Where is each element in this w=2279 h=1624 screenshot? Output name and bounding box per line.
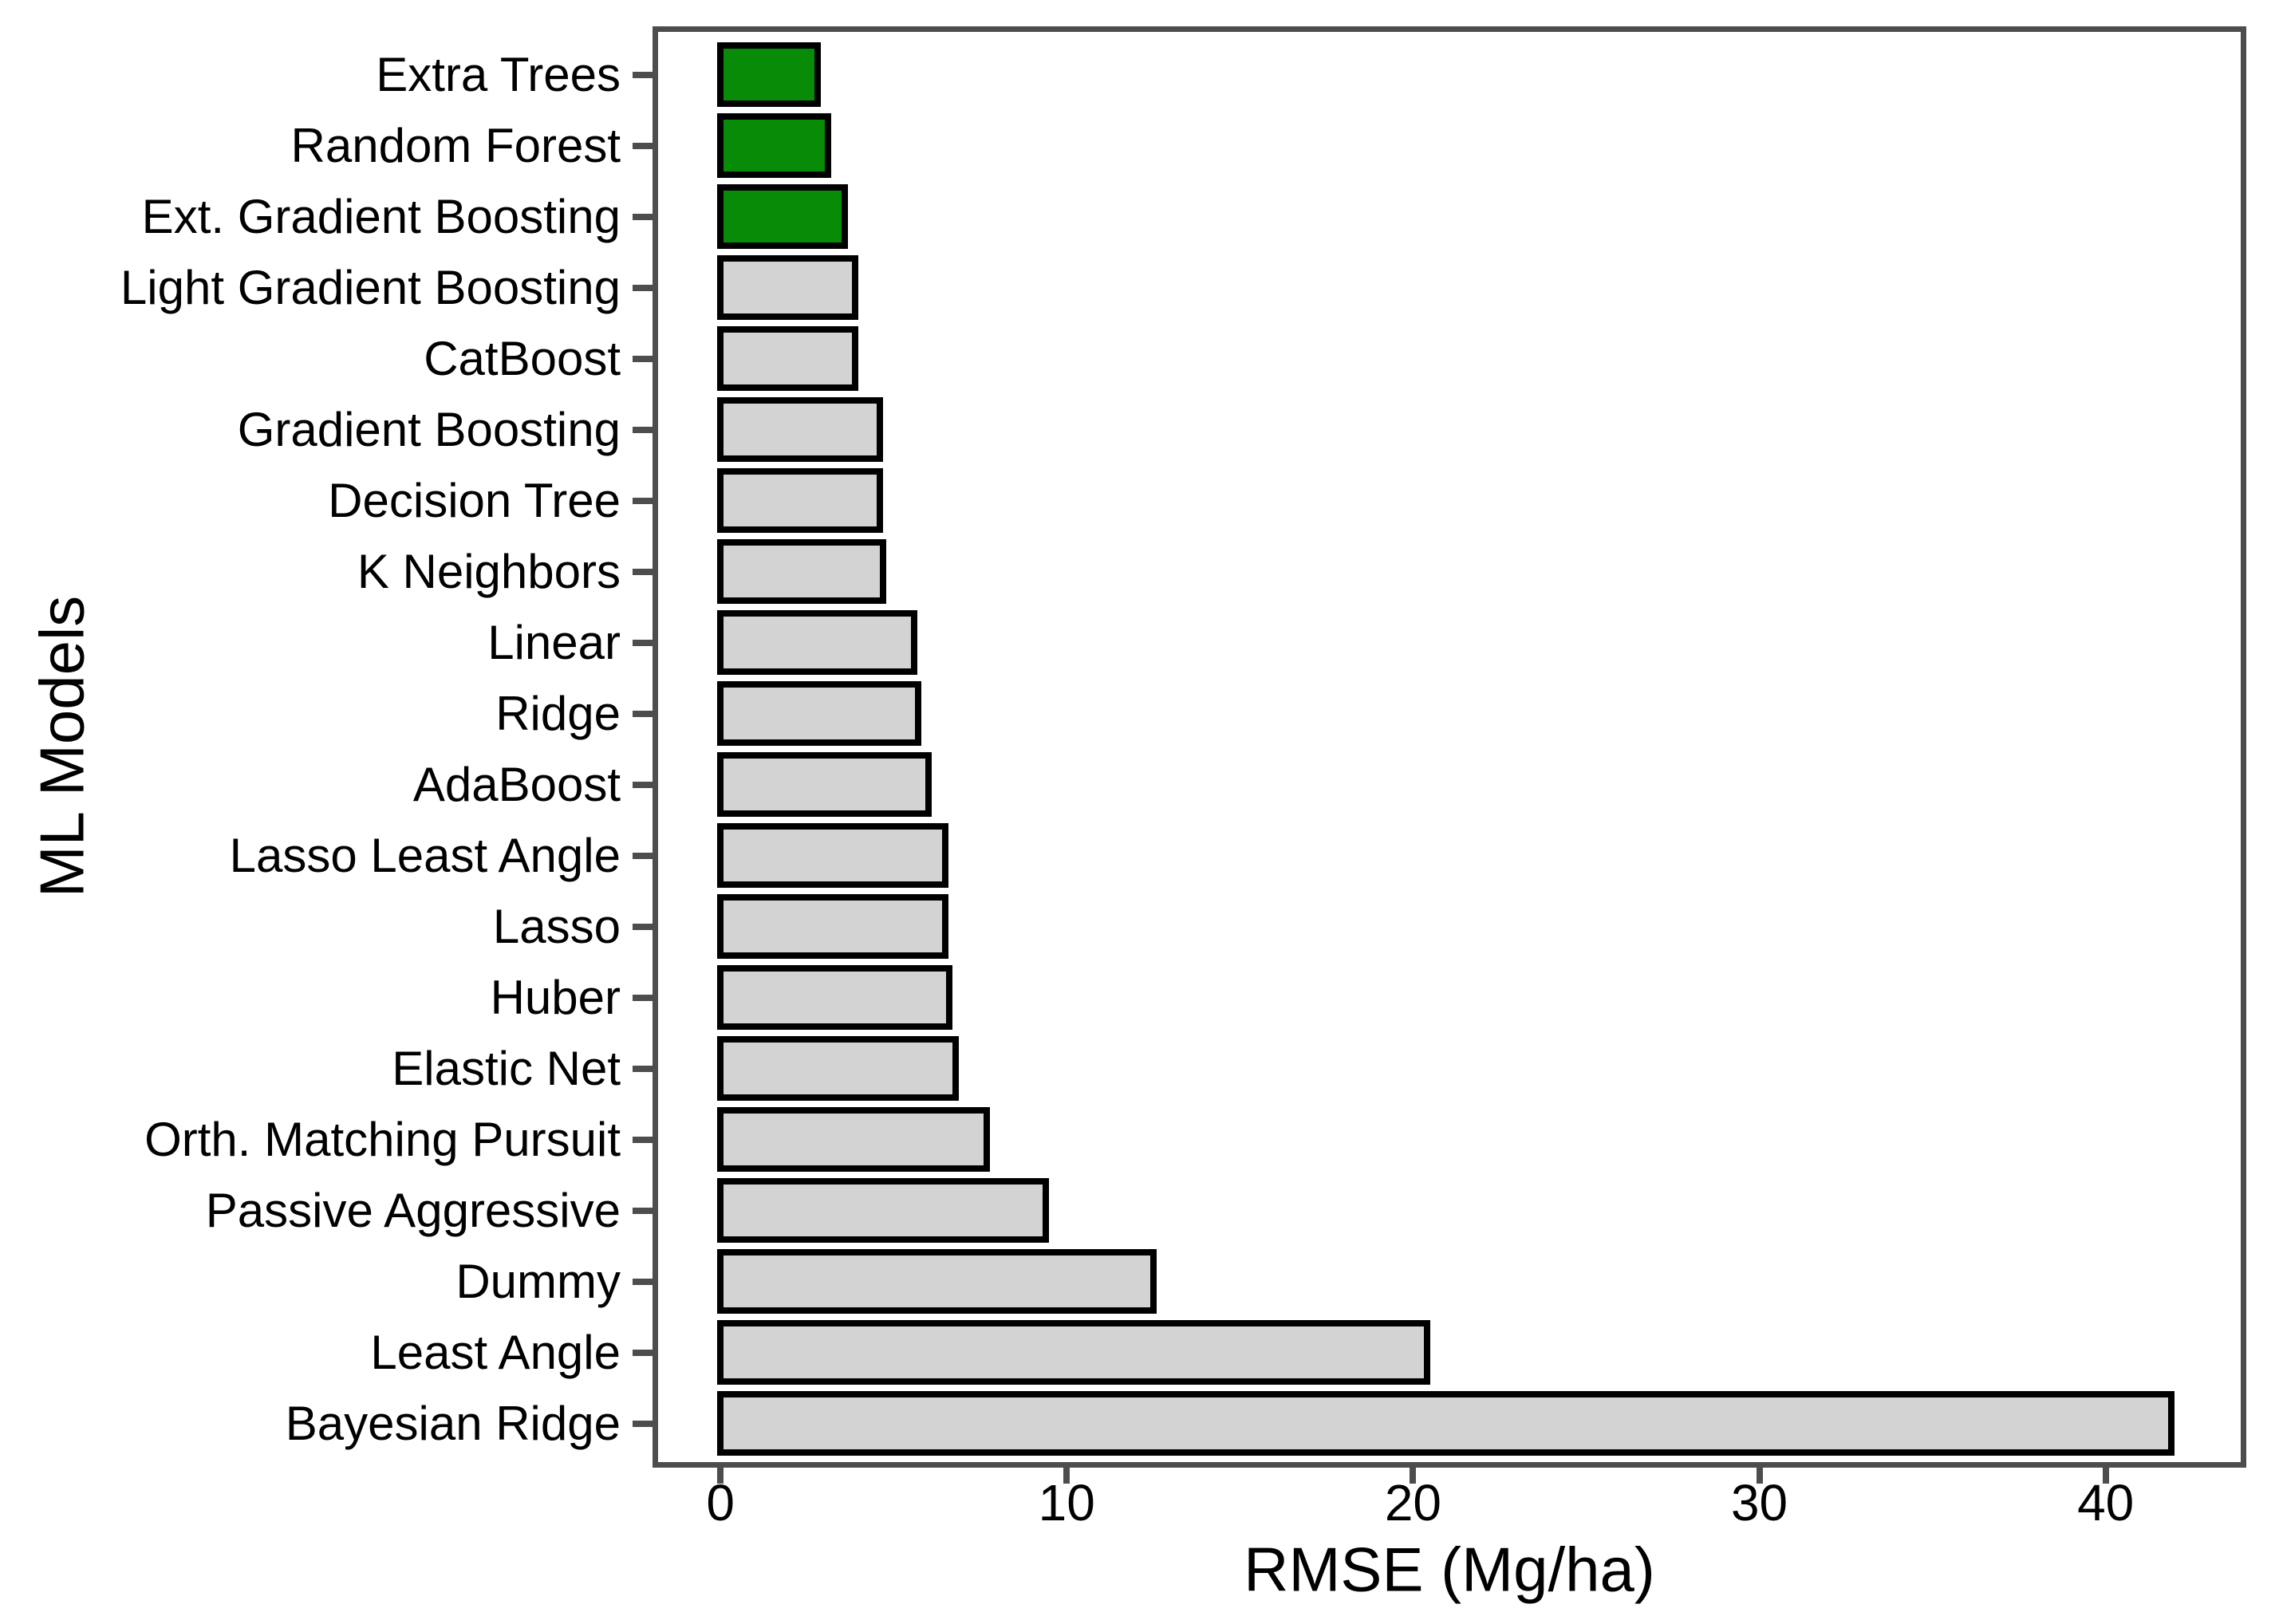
bar [717, 184, 849, 249]
x-axis-tick-label: 40 [2077, 1474, 2135, 1531]
y-axis-tick [633, 1350, 653, 1356]
x-axis-title: RMSE (Mg/ha) [1244, 1534, 1655, 1605]
y-axis-category-label: Huber [490, 971, 621, 1024]
y-axis-tick [633, 1066, 653, 1072]
plot-panel [653, 26, 2246, 1468]
y-axis-tick [633, 569, 653, 575]
bar [717, 42, 821, 107]
x-axis-tick-label: 0 [706, 1474, 735, 1531]
y-axis-category-label: Extra Trees [376, 48, 621, 101]
y-axis-category-label: Bayesian Ridge [285, 1397, 621, 1450]
bar [717, 894, 949, 959]
y-axis-category-label: Linear [487, 616, 621, 669]
bar [717, 823, 949, 888]
y-axis-category-label: Elastic Net [392, 1042, 621, 1095]
bar [717, 1178, 1050, 1243]
bar [717, 113, 831, 178]
bar [717, 1391, 2175, 1456]
y-axis-tick [633, 640, 653, 646]
y-axis-tick [633, 72, 653, 78]
y-axis-tick [633, 143, 653, 149]
x-axis-tick-label: 10 [1038, 1474, 1095, 1531]
y-axis-tick [633, 498, 653, 504]
bar [717, 1320, 1430, 1385]
y-axis-category-label: K Neighbors [357, 545, 621, 598]
y-axis-category-label: Ext. Gradient Boosting [141, 190, 621, 243]
bar [717, 965, 952, 1030]
y-axis-tick [633, 1421, 653, 1427]
x-axis-tick [2102, 1468, 2109, 1484]
y-axis-category-label: Dummy [455, 1255, 621, 1308]
y-axis-tick [633, 1137, 653, 1143]
bar [717, 1249, 1157, 1314]
bar [717, 397, 883, 462]
y-axis-category-label: Lasso Least Angle [229, 829, 621, 882]
x-axis-tick [717, 1468, 724, 1484]
y-axis-tick [633, 356, 653, 362]
y-axis-category-label: CatBoost [424, 332, 621, 385]
y-axis-category-label: Orth. Matching Pursuit [144, 1113, 621, 1166]
y-axis-category-label: Decision Tree [328, 474, 621, 527]
y-axis-tick [633, 1279, 653, 1285]
y-axis-category-label: Light Gradient Boosting [120, 261, 621, 314]
y-axis-category-label: Gradient Boosting [237, 403, 621, 456]
y-axis-tick [633, 214, 653, 220]
x-axis-tick [1410, 1468, 1417, 1484]
x-axis-tick-label: 20 [1384, 1474, 1441, 1531]
bar [717, 468, 883, 533]
x-axis-tick [1063, 1468, 1070, 1484]
y-axis-tick [633, 285, 653, 291]
y-axis-tick [633, 1208, 653, 1214]
bar [717, 610, 918, 675]
x-axis-tick-label: 30 [1730, 1474, 1788, 1531]
y-axis-category-label: Passive Aggressive [205, 1184, 621, 1237]
y-axis-category-label: Least Angle [370, 1326, 621, 1379]
bar [717, 1036, 960, 1101]
y-axis-tick [633, 853, 653, 859]
y-axis-tick [633, 995, 653, 1001]
bar [717, 326, 859, 391]
bar [717, 752, 932, 817]
bar [717, 255, 859, 320]
x-axis-tick [1756, 1468, 1763, 1484]
y-axis-tick [633, 924, 653, 930]
y-axis-category-label: AdaBoost [412, 758, 621, 811]
y-axis-tick [633, 711, 653, 717]
y-axis-category-label: Ridge [495, 687, 621, 740]
y-axis-tick [633, 782, 653, 788]
y-axis-tick [633, 427, 653, 433]
bar [717, 681, 921, 746]
bar [717, 539, 887, 604]
bar [717, 1107, 991, 1172]
y-axis-category-label: Random Forest [290, 119, 621, 172]
y-axis-category-label: Lasso [492, 900, 621, 953]
